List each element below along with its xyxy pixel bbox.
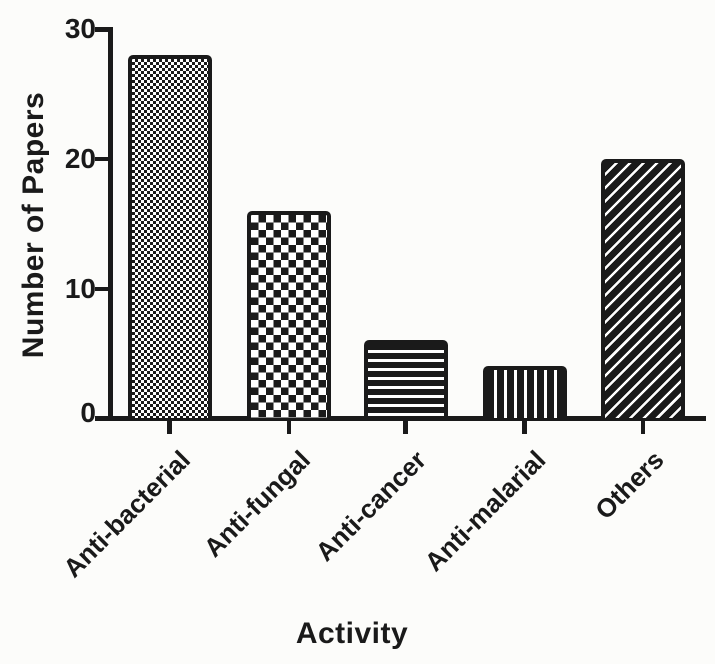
- y-tick-mark-10: [95, 286, 108, 291]
- bar-anti-fungal: [247, 210, 331, 418]
- y-tick-label-20: 20: [64, 143, 96, 175]
- bar-anti-cancer: [363, 340, 448, 418]
- x-tick-label-anti-bacterial: Anti-bacterial: [57, 444, 197, 584]
- x-axis-title: Activity: [295, 617, 409, 650]
- x-tick-mark-anti-malarial: [522, 421, 527, 434]
- y-tick-mark-0: [95, 416, 108, 421]
- x-tick-mark-anti-bacterial: [167, 421, 172, 434]
- y-axis-title: Number of Papers: [17, 91, 50, 359]
- x-tick-label-anti-malarial: Anti-malarial: [418, 444, 552, 578]
- y-tick-mark-20: [95, 156, 108, 162]
- y-tick-label-0: 0: [80, 396, 96, 428]
- y-tick-label-10: 10: [64, 272, 96, 304]
- x-axis-line: [108, 416, 706, 421]
- bar-anti-malarial: [482, 366, 567, 418]
- x-tick-label-anti-cancer: Anti-cancer: [309, 444, 433, 567]
- x-tick-mark-anti-fungal: [286, 421, 292, 434]
- x-tick-label-anti-fungal: Anti-fungal: [197, 444, 316, 563]
- bar-anti-bacterial: [127, 54, 212, 418]
- y-axis-line: [108, 27, 113, 419]
- y-tick-label-30: 30: [64, 13, 96, 45]
- x-tick-mark-others: [640, 421, 646, 434]
- x-tick-mark-anti-cancer: [403, 421, 408, 434]
- x-tick-label-others: Others: [589, 444, 670, 526]
- bar-others: [601, 158, 685, 418]
- y-tick-mark-30: [95, 27, 108, 32]
